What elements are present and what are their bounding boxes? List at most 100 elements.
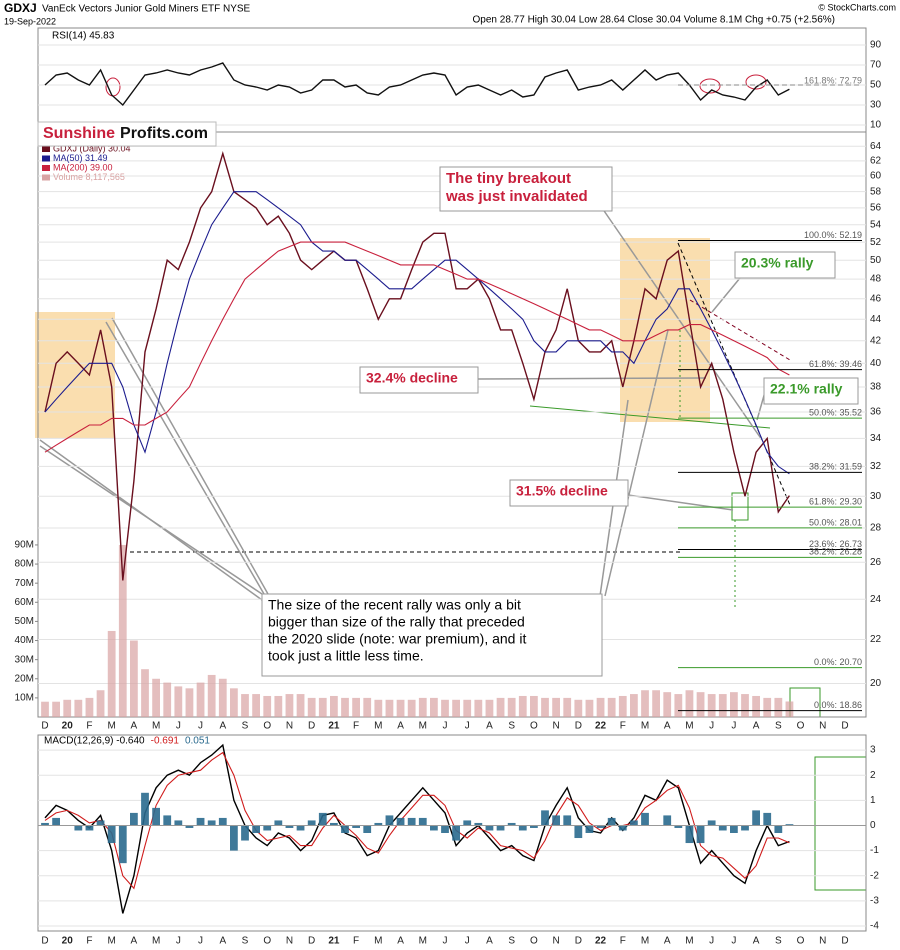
- y2-tick-label: 40M: [15, 635, 34, 646]
- y-tick-label: 58: [870, 186, 882, 197]
- x-tick-label: S: [242, 721, 249, 732]
- volume-bar: [641, 690, 649, 717]
- volume-bar: [663, 692, 672, 717]
- x-tick-label: 20: [62, 721, 74, 732]
- x-tick-label: D: [841, 721, 848, 732]
- callout-arrows: [39, 204, 766, 601]
- histogram-bar: [663, 815, 672, 826]
- x-tick-label: J: [709, 721, 714, 732]
- histogram-bar: [641, 812, 649, 826]
- x-tick-label: M: [374, 936, 382, 947]
- trend-line: [689, 299, 791, 361]
- histogram-bar: [230, 825, 238, 851]
- volume-bar: [485, 699, 494, 717]
- annotation-text: 20.3% rally: [741, 255, 814, 271]
- x-tick-label: M: [641, 936, 649, 947]
- panel-frame: [37, 734, 867, 932]
- histogram-bar: [474, 822, 483, 826]
- y-tick-label: 30: [870, 100, 882, 111]
- volume-bar: [63, 699, 72, 717]
- volume-bar: [674, 694, 683, 717]
- volume-bar: [118, 544, 127, 717]
- y-tick-label: 32: [870, 461, 882, 472]
- x-tick-label: O: [263, 721, 271, 732]
- y-tick-label: 20: [870, 678, 882, 689]
- panel-frame: [37, 131, 867, 718]
- y-tick-label: 38: [870, 382, 882, 393]
- volume-bar: [374, 699, 383, 717]
- x-tick-label: J: [709, 936, 714, 947]
- x-tick-label: J: [198, 936, 203, 947]
- volume-bar: [730, 692, 738, 717]
- histogram-bar: [718, 825, 727, 831]
- x-tick-label: A: [753, 721, 760, 732]
- histogram-bar: [618, 825, 627, 831]
- histogram-bar: [418, 817, 427, 826]
- histogram-bar: [496, 825, 505, 831]
- y-tick-label: 64: [870, 141, 882, 152]
- volume-bar: [474, 699, 483, 717]
- histogram-bar: [385, 815, 394, 826]
- histogram-bar: [485, 825, 494, 831]
- histogram-bar: [607, 817, 616, 826]
- logo-text: Sunshine: [43, 125, 115, 142]
- highlight-region: [35, 312, 115, 438]
- volume-bar: [596, 697, 605, 717]
- histogram-bar: [374, 822, 383, 826]
- volume-bar: [607, 697, 616, 717]
- x-tick-label: S: [242, 936, 249, 947]
- histogram-bar: [41, 822, 49, 826]
- annotation-text: 22.1% rally: [770, 381, 843, 397]
- y-tick-label: -3: [870, 895, 879, 906]
- y-tick-label: 52: [870, 237, 882, 248]
- x-tick-label: A: [219, 721, 226, 732]
- histogram-bar: [330, 822, 338, 826]
- histogram-bar: [207, 820, 216, 826]
- volume-bar: [152, 678, 160, 717]
- series-line: [44, 241, 790, 453]
- volume-bar: [785, 701, 794, 717]
- histogram-bar: [585, 825, 594, 833]
- x-tick-label: N: [819, 721, 826, 732]
- volume-bar: [52, 701, 60, 717]
- x-tick-label: O: [797, 721, 805, 732]
- x-tick-label: D: [575, 721, 582, 732]
- y-tick-label: 28: [870, 523, 882, 534]
- x-tick-label: D: [841, 936, 848, 947]
- y-tick-label: 40: [870, 358, 882, 369]
- volume-bar: [552, 697, 560, 717]
- histogram-bar: [174, 820, 183, 826]
- date: 19-Sep-2022: [4, 16, 56, 26]
- legend-label: MACD(12,26,9) -0.640: [44, 736, 145, 747]
- fib-label: 0.0%: 18.86: [814, 700, 862, 710]
- volume-bar: [418, 697, 427, 717]
- histogram-bar: [252, 825, 260, 833]
- volume-bar: [130, 640, 138, 717]
- y2-tick-label: 70M: [15, 578, 34, 589]
- x-tick-label: N: [552, 721, 559, 732]
- x-tick-label: J: [443, 936, 448, 947]
- y-tick-label: 26: [870, 557, 882, 568]
- y-tick-label: 62: [870, 156, 882, 167]
- annotation-text: 31.5% decline: [516, 483, 608, 499]
- legend-label: Volume 8,117,565: [53, 172, 125, 182]
- y-tick-label: 0: [870, 820, 876, 831]
- annotation-text: took just a little less time.: [268, 648, 424, 664]
- x-tick-label: F: [620, 721, 626, 732]
- histogram-bar: [241, 825, 249, 841]
- histogram-bar: [263, 825, 272, 831]
- x-tick-label: J: [176, 721, 181, 732]
- volume-bar: [230, 688, 238, 717]
- annotation-box: [734, 251, 836, 279]
- x-tick-label: M: [152, 936, 160, 947]
- histogram-bar: [130, 812, 138, 826]
- x-tick-label: M: [685, 721, 693, 732]
- green-box: [731, 492, 749, 521]
- fib-label: 38.2%: 31.59: [809, 462, 862, 472]
- volume-bar: [696, 692, 705, 717]
- fib-label: 100.0%: 52.19: [804, 230, 862, 240]
- volume-bar: [285, 694, 294, 717]
- y-tick-label: 50: [870, 255, 882, 266]
- histogram-bar: [441, 825, 449, 833]
- x-tick-label: J: [443, 721, 448, 732]
